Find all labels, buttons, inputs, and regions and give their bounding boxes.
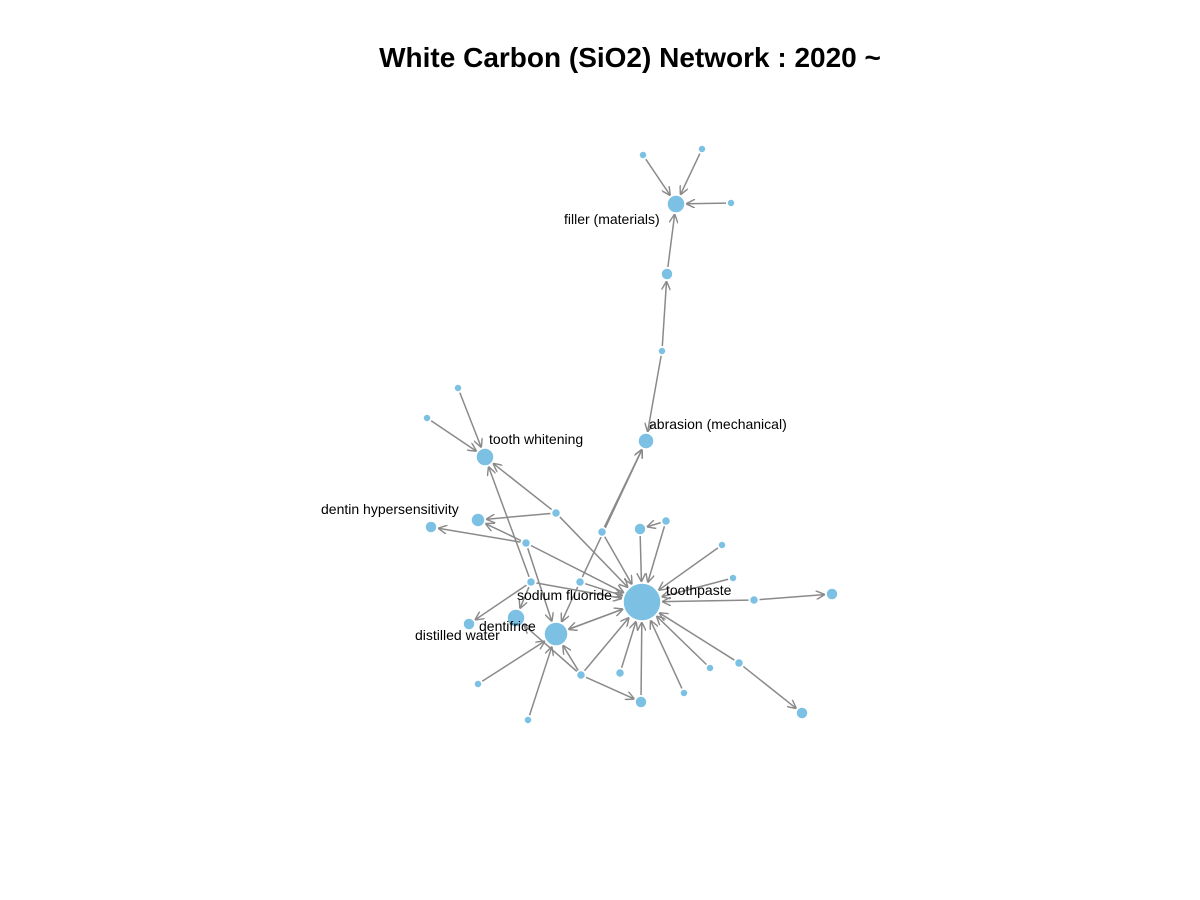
edges-layer	[430, 153, 824, 716]
node-n-fill-c	[726, 198, 736, 208]
node-n-fill-a	[638, 150, 648, 160]
node-n-mid-b	[574, 576, 586, 588]
edge-n_mid_c-to-toothpaste	[604, 536, 632, 584]
node-sodium-fluoride	[506, 608, 526, 628]
edge-n_b3-to-n_bottom_right	[742, 665, 795, 708]
edge-n_r3-to-n_far_right	[759, 595, 824, 601]
node-n-hub-a	[550, 507, 562, 519]
edge-n_b1-to-toothpaste	[657, 617, 707, 666]
edge-n_bl2-to-dentifrice	[528, 647, 552, 716]
edge-n_bl1-to-dentifrice	[481, 642, 544, 682]
labels-layer: toothpaste dentifrice sodium fluoride disti…	[321, 211, 787, 643]
edge-dentifrice-to-toothpaste	[567, 609, 622, 631]
node-n-bm	[634, 695, 648, 709]
edge-n_mid_d-to-toothpaste	[640, 535, 641, 581]
node-n-far-right	[825, 587, 839, 601]
node-n-mid-a	[525, 576, 537, 588]
node-n-mid-e	[660, 515, 672, 527]
edge-n_hub_b-to-n_dh_left	[439, 528, 521, 543]
node-n-b2	[679, 688, 689, 698]
edge-n_hub_a-to-tooth_whitening	[494, 464, 553, 511]
edge-n_b5-to-toothpaste	[583, 618, 629, 672]
edge-n_b5-to-n_bm	[585, 676, 634, 698]
node-n-bottom-right	[795, 706, 809, 720]
node-n-chain-1	[660, 267, 674, 281]
node-n-fill-b	[697, 144, 707, 154]
edge-n_bm-to-toothpaste	[641, 623, 642, 696]
edge-n_fill_b-to-filler_materials	[681, 153, 701, 195]
node-distilled-water	[462, 617, 476, 631]
node-label-filler-materials: filler (materials)	[564, 211, 660, 227]
edge-n_b2-to-toothpaste	[651, 621, 683, 689]
node-label-dentin-hypersensitivity: dentin hypersensitivity	[321, 501, 459, 517]
node-label-abrasion-mechanical: abrasion (mechanical)	[649, 416, 787, 432]
node-n-b1	[705, 663, 715, 673]
edge-n_b4-to-toothpaste	[620, 622, 636, 668]
edge-n_r3-to-toothpaste	[663, 600, 749, 602]
edge-n_mid_c-to-abrasion_mechanical	[603, 450, 641, 528]
edge-n_r1-to-toothpaste	[659, 547, 719, 590]
edge-n_mid_a-to-tooth_whitening	[489, 467, 530, 578]
edge-n_chain_2-to-abrasion_mechanical	[648, 355, 662, 431]
node-n-tw-b	[422, 413, 432, 423]
edge-n_tw_b-to-tooth_whitening	[430, 420, 476, 451]
node-tooth-whitening	[475, 447, 495, 467]
edge-n_tw_a-to-tooth_whitening	[459, 392, 481, 447]
node-n-r3	[748, 594, 760, 606]
edge-n_mid_b-to-dentifrice	[562, 586, 579, 621]
node-label-dentifrice: dentifrice	[479, 618, 536, 634]
edge-n_fill_a-to-filler_materials	[645, 158, 670, 195]
edge-n_chain_2-to-n_chain_1	[662, 282, 666, 347]
edge-n_hub_b-to-dentifrice	[527, 547, 552, 620]
node-n-bl1	[473, 679, 483, 689]
edge-n_fill_c-to-filler_materials	[687, 203, 727, 204]
node-n-b4	[614, 667, 626, 679]
node-n-mid-c	[596, 526, 608, 538]
node-label-tooth-whitening: tooth whitening	[489, 431, 583, 447]
node-n-dh-left	[424, 520, 438, 534]
node-n-r2	[728, 573, 738, 583]
node-dentin-hypersensitivity	[470, 512, 486, 528]
edge-n_mid_a-to-toothpaste	[536, 582, 621, 598]
edge-n_b5-to-dentifrice	[563, 646, 579, 671]
node-n-hub-b	[520, 537, 532, 549]
edge-n_hub_b-to-toothpaste	[530, 544, 623, 592]
edge-n_hub_b-to-dentin_hypersensitivity	[486, 524, 522, 542]
chart-title: White Carbon (SiO2) Network : 2020 ~	[379, 42, 881, 73]
node-abrasion-mechanical	[637, 432, 655, 450]
node-n-mid-d	[633, 522, 647, 536]
edge-n_r2-to-toothpaste	[662, 578, 729, 596]
node-dentifrice	[543, 621, 569, 647]
node-toothpaste	[622, 582, 662, 622]
node-label-sodium-fluoride: sodium fluoride	[517, 587, 612, 603]
edge-n_mid_a-to-distilled_water	[476, 584, 527, 619]
edge-n_hub_a-to-dentin_hypersensitivity	[487, 512, 551, 519]
node-n-b3	[733, 657, 745, 669]
edge-n_mid_e-to-n_mid_d	[648, 523, 661, 527]
node-filler-materials	[666, 194, 686, 214]
edge-n_mid_b-to-toothpaste	[585, 582, 622, 596]
edge-n_chain_1-to-filler_materials	[667, 215, 675, 268]
node-n-b5	[575, 669, 587, 681]
edge-n_mid_e-to-toothpaste	[648, 526, 666, 582]
edge-n_b3-to-toothpaste	[660, 613, 735, 661]
node-n-tw-a	[453, 383, 463, 393]
nodes-layer	[422, 144, 839, 725]
node-label-distilled-water: distilled water	[415, 627, 500, 643]
edge-n_mid_a-to-sodium_fluoride	[520, 586, 530, 608]
node-n-r1	[717, 540, 727, 550]
node-n-bl2	[523, 715, 533, 725]
node-label-toothpaste: toothpaste	[666, 582, 732, 598]
node-n-chain-2	[657, 346, 667, 356]
